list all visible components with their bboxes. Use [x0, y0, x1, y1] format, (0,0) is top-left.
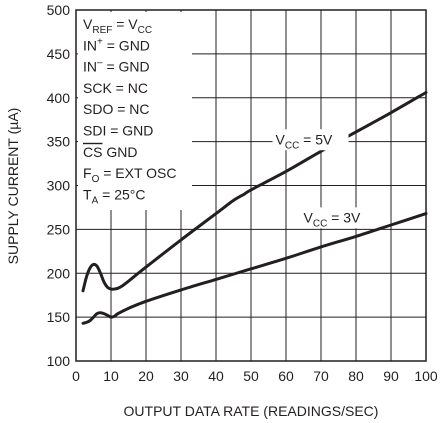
x-tick-label: 20	[138, 368, 154, 384]
condition-line: IN– = GND	[83, 58, 150, 75]
condition-line: CS GND	[83, 144, 137, 160]
y-tick-label: 450	[47, 46, 71, 62]
y-axis-label: SUPPLY CURRENT (µA)	[5, 108, 21, 265]
series-label-vcc-3v: VCC = 3V	[304, 209, 362, 229]
x-tick-label: 40	[208, 368, 224, 384]
conditions-box	[78, 12, 192, 210]
y-tick-label: 100	[47, 353, 71, 369]
series-lines	[81, 90, 428, 325]
tick-labels: 0 10 20 30 40 50 60 70 80 90 100 100 150 200 250 300 350…	[47, 2, 438, 384]
y-tick-label: 500	[47, 2, 71, 18]
y-tick-label: 300	[47, 178, 71, 194]
conditions-box-bg	[78, 12, 192, 210]
x-tick-label: 90	[383, 368, 399, 384]
condition-line: VREF = VCC	[83, 16, 152, 36]
series-line-vcc-5v	[81, 90, 428, 293]
series-label-vcc-5v: VCC = 5V	[276, 131, 334, 151]
plot-area-border	[75, 9, 427, 362]
x-axis-label: OUTPUT DATA RATE (READINGS/SEC)	[124, 403, 379, 419]
x-tick-label: 10	[103, 368, 119, 384]
x-tick-label: 70	[313, 368, 329, 384]
condition-line: IN+ = GND	[83, 36, 150, 53]
x-tick-label: 60	[278, 368, 294, 384]
series-line-vcc-3v	[81, 212, 428, 325]
y-tick-label: 400	[47, 90, 71, 106]
x-tick-label: 100	[414, 368, 438, 384]
plot-frame	[75, 9, 427, 362]
y-tick-label: 350	[47, 134, 71, 150]
y-tick-label: 250	[47, 221, 71, 237]
x-tick-label: 30	[173, 368, 189, 384]
condition-line: TA = 25°C	[83, 186, 145, 206]
condition-line: SDO = NC	[83, 101, 150, 117]
series-label-bg	[300, 207, 377, 229]
y-tick-label: 200	[47, 265, 71, 281]
grid	[76, 10, 426, 361]
x-tick-label: 50	[243, 368, 259, 384]
condition-line: FO = EXT OSC	[83, 165, 177, 185]
series-labels: VCC = 5V VCC = 3V	[272, 129, 377, 229]
condition-line: SDI = GND	[83, 123, 153, 139]
y-tick-label: 150	[47, 309, 71, 325]
x-tick-label: 0	[72, 368, 80, 384]
x-tick-label: 80	[348, 368, 364, 384]
condition-line: SCK = NC	[83, 80, 148, 96]
series-label-bg	[272, 129, 349, 151]
